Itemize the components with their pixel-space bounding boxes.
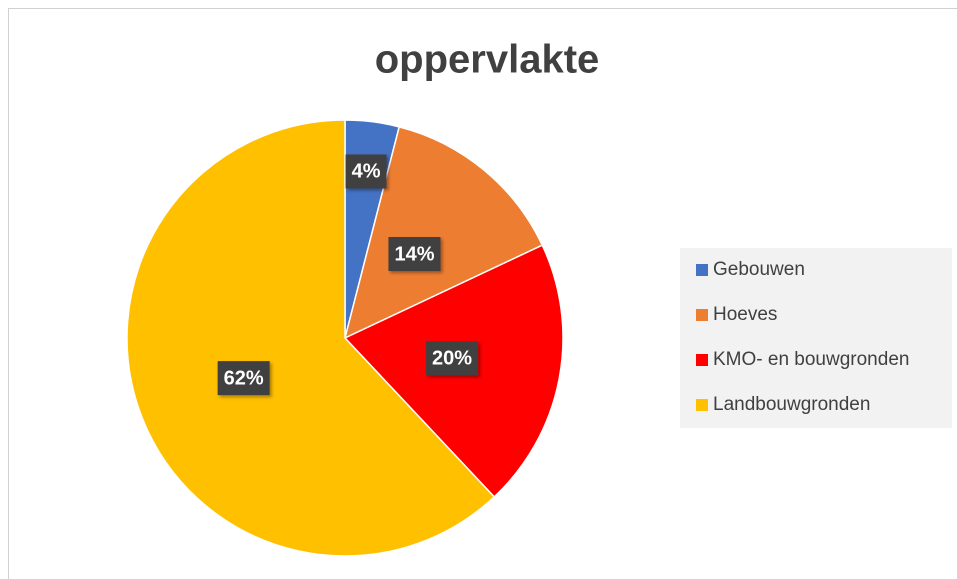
data-label-box [426,341,479,376]
legend-swatch [696,309,708,321]
pie-slice [126,119,496,557]
data-label-text: 14% [394,243,434,265]
chart-title: oppervlakte [375,38,600,82]
legend-box [680,248,952,428]
data-label-box [388,237,441,272]
data-label: 4% [345,154,387,189]
data-label-text: 4% [352,161,381,183]
pie-slice [343,125,544,340]
data-label: 14% [388,237,441,272]
legend-label: Gebouwen [713,259,805,280]
legend-label: Hoeves [713,304,777,325]
legend-label: KMO- en bouwgronden [713,349,909,370]
data-label-text: 20% [432,348,472,370]
legend-swatch [696,399,708,411]
data-label: 62% [217,361,270,396]
legend-swatch [696,264,708,276]
data-label: 20% [426,341,479,376]
legend-label: Landbouwgronden [713,394,870,415]
legend-swatch [696,354,708,366]
data-label-box [217,361,270,396]
data-label-box [345,154,387,189]
data-label-text: 62% [224,367,264,389]
